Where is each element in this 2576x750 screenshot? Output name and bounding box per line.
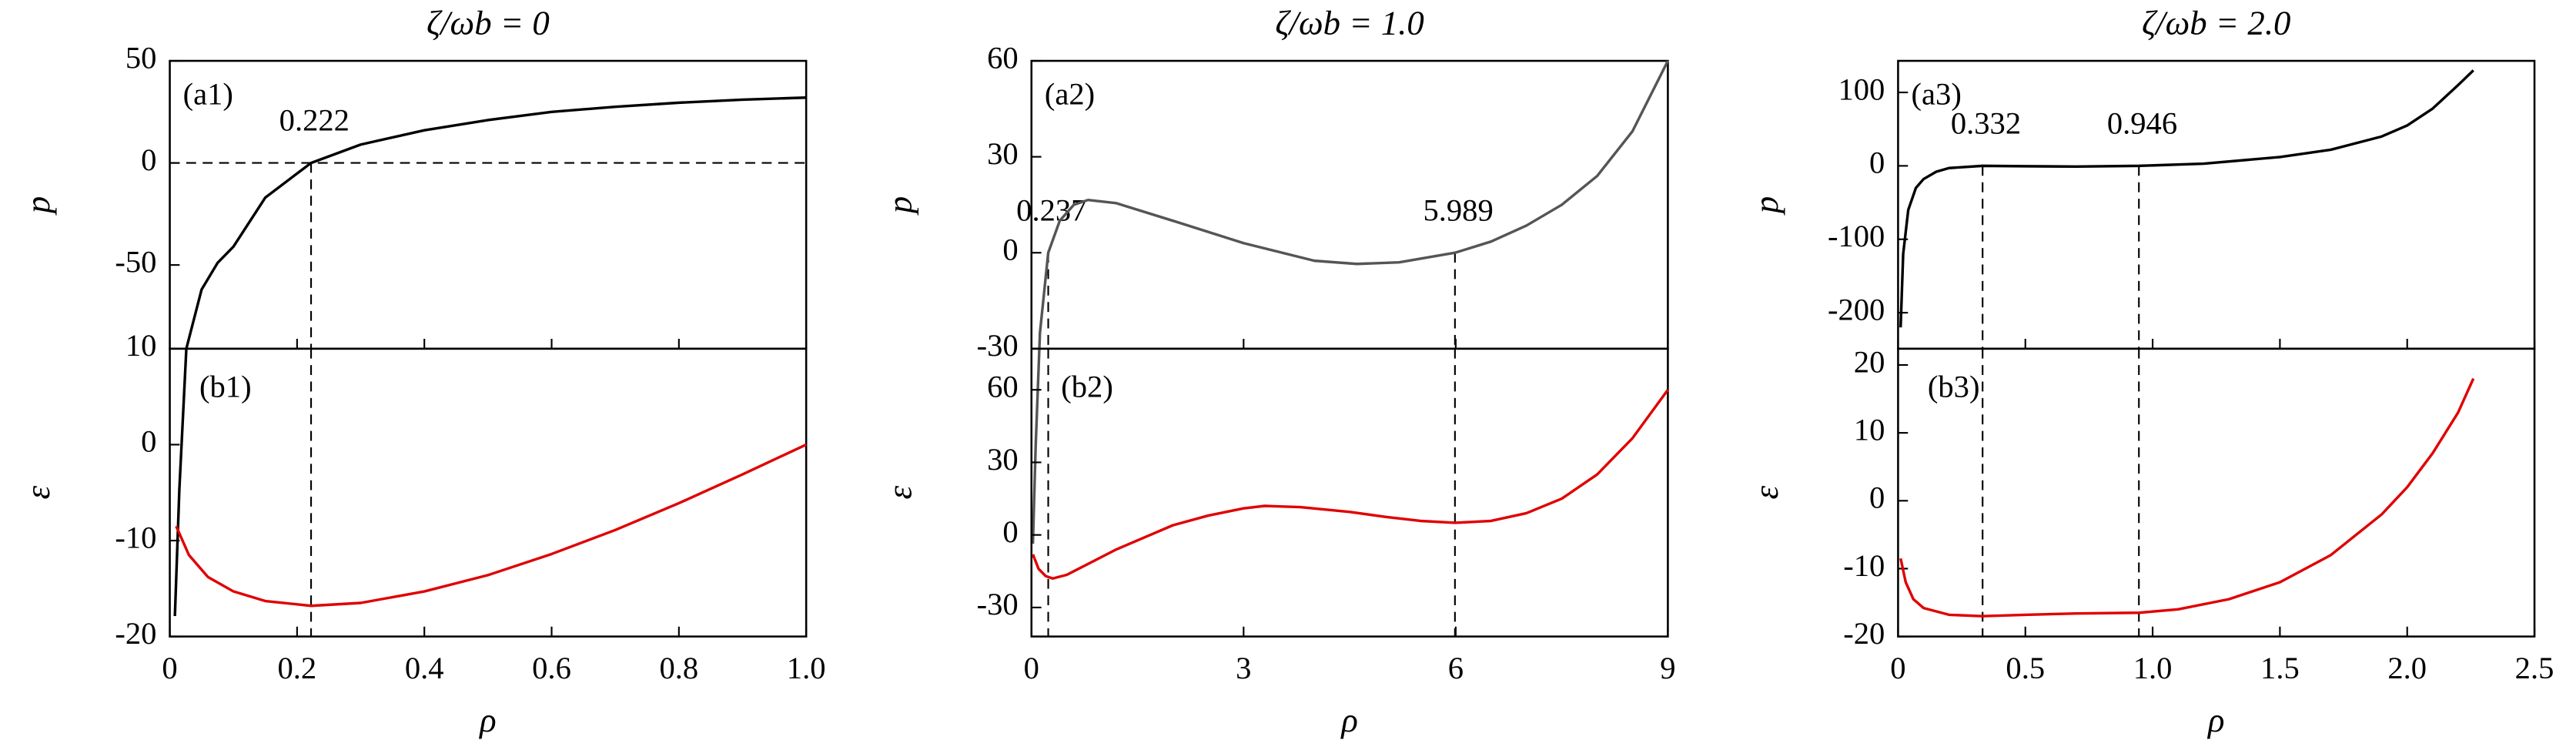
panel-title: ζ/ωb = 1.0 xyxy=(1275,3,1423,42)
annotation: 0.946 xyxy=(2107,105,2177,140)
x-tick-label: 0 xyxy=(1024,651,1039,685)
y-tick-label: 60 xyxy=(987,40,1019,75)
y-tick-label: -20 xyxy=(115,616,156,651)
plot-frame xyxy=(169,59,808,350)
y-tick-label: -100 xyxy=(1828,219,1885,253)
y-tick-label: 0 xyxy=(1869,480,1885,515)
y-tick-label: 0 xyxy=(141,424,156,459)
panel-label: (a2) xyxy=(1045,76,1095,111)
x-axis-label: ρ xyxy=(1340,701,1358,739)
y-axis-label: ε xyxy=(1747,486,1785,500)
y-tick-label: -20 xyxy=(1843,616,1885,651)
x-tick-label: 9 xyxy=(1660,651,1675,685)
y-axis-label: ε xyxy=(18,486,57,500)
line-series xyxy=(1032,389,1669,580)
x-tick-label: 0 xyxy=(1890,651,1905,685)
x-tick-label: 2.0 xyxy=(2387,651,2427,685)
annotation: 0.237 xyxy=(1016,193,1086,227)
y-tick-label: 0 xyxy=(1002,233,1018,267)
x-tick-label: 0 xyxy=(162,651,177,685)
panel-label: (a1) xyxy=(183,76,233,111)
x-axis-label: ρ xyxy=(2206,701,2225,739)
line-series xyxy=(1031,60,1669,544)
y-tick-label: 0 xyxy=(1002,514,1018,549)
x-tick-label: 0.2 xyxy=(278,651,317,685)
panel-label: (b2) xyxy=(1061,370,1113,404)
x-tick-label: 6 xyxy=(1448,651,1464,685)
y-tick-label: 30 xyxy=(987,136,1019,171)
panel-label: (a3) xyxy=(1912,76,1962,111)
y-axis-label: p xyxy=(880,196,918,216)
x-axis-label: ρ xyxy=(478,701,497,739)
y-tick-label: 0 xyxy=(141,142,156,177)
y-tick-label: -50 xyxy=(115,244,156,279)
plot-frame xyxy=(169,347,808,638)
line-series xyxy=(1899,69,2474,328)
y-axis-label: p xyxy=(18,196,57,216)
x-tick-label: 3 xyxy=(1236,651,1251,685)
y-axis-label: p xyxy=(1747,196,1785,216)
panel-title: ζ/ωb = 0 xyxy=(427,3,550,42)
x-tick-label: 0.6 xyxy=(532,651,571,685)
y-tick-label: 30 xyxy=(987,442,1019,477)
x-tick-label: 1.0 xyxy=(787,651,826,685)
y-tick-label: 50 xyxy=(125,40,157,75)
panel-label: (b3) xyxy=(1928,370,1980,404)
y-tick-label: 0 xyxy=(1869,146,1885,180)
x-tick-label: 0.4 xyxy=(405,651,444,685)
plot-frame xyxy=(1030,347,1669,638)
y-axis-label: ε xyxy=(880,486,918,500)
annotation: 0.332 xyxy=(1951,105,2021,140)
y-tick-label: 100 xyxy=(1838,72,1885,106)
y-tick-label: 20 xyxy=(1854,344,1885,379)
x-tick-label: 0.8 xyxy=(659,651,698,685)
panel-title: ζ/ωb = 2.0 xyxy=(2142,3,2290,42)
y-tick-label: 10 xyxy=(125,328,157,363)
y-tick-label: -30 xyxy=(977,328,1019,363)
y-tick-label: -30 xyxy=(977,587,1019,621)
panel-label: (b1) xyxy=(199,370,252,404)
x-tick-label: 2.5 xyxy=(2515,651,2554,685)
plot-frame xyxy=(1897,347,2536,638)
line-series xyxy=(1899,377,2475,618)
line-series xyxy=(175,443,807,608)
x-tick-label: 1.5 xyxy=(2260,651,2300,685)
x-tick-label: 0.5 xyxy=(2006,651,2045,685)
plot-frame xyxy=(1030,59,1669,350)
line-series xyxy=(173,96,807,617)
x-tick-label: 1.0 xyxy=(2133,651,2173,685)
y-tick-label: 60 xyxy=(987,370,1019,404)
y-tick-label: 10 xyxy=(1854,412,1885,447)
annotation: 0.222 xyxy=(279,103,350,138)
y-tick-label: -200 xyxy=(1828,292,1885,326)
y-tick-label: -10 xyxy=(115,520,156,554)
y-tick-label: -10 xyxy=(1843,548,1885,583)
annotation: 5.989 xyxy=(1423,193,1493,227)
